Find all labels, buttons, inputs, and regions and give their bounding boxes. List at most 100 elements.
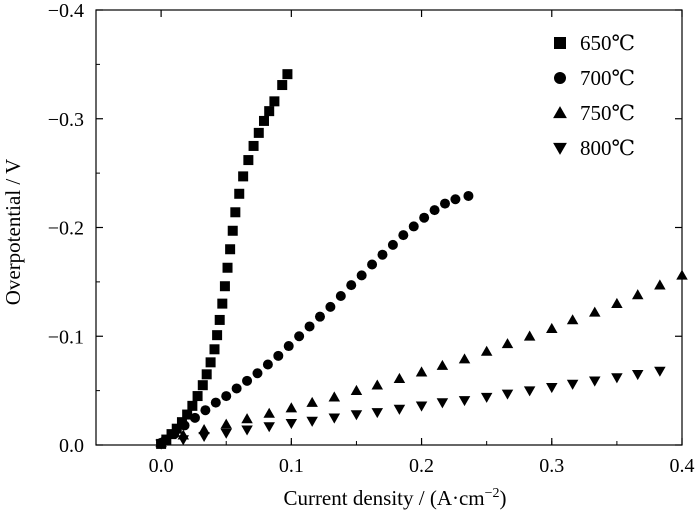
data-point-series-1 <box>187 400 198 411</box>
data-point-series-3 <box>501 338 514 349</box>
x-tick-label: 0.2 <box>409 455 434 477</box>
data-point-series-4 <box>177 435 189 446</box>
data-point-series-2 <box>398 230 409 241</box>
data-point-series-4 <box>611 373 623 384</box>
data-point-series-3 <box>263 407 275 418</box>
data-point-series-3 <box>285 402 298 413</box>
data-point-series-1 <box>171 423 182 434</box>
data-point-series-1 <box>243 155 254 166</box>
data-point-series-1 <box>197 380 208 391</box>
data-point-series-2 <box>262 359 273 370</box>
data-point-series-3 <box>631 289 644 300</box>
data-point-series-2 <box>169 429 180 440</box>
data-point-series-2 <box>294 331 305 342</box>
series-4 <box>155 366 666 450</box>
data-point-series-4 <box>589 376 601 387</box>
data-point-series-2 <box>367 259 378 270</box>
data-point-series-1 <box>264 106 275 117</box>
data-point-series-1 <box>269 96 280 107</box>
data-point-series-2 <box>179 420 190 431</box>
legend-marker <box>553 106 567 119</box>
data-point-series-4 <box>415 401 428 412</box>
data-point-series-1 <box>258 115 269 126</box>
data-point-series-1 <box>227 225 238 236</box>
data-point-series-2 <box>377 249 388 260</box>
data-point-series-1 <box>277 80 288 91</box>
data-point-series-1 <box>219 281 230 292</box>
data-point-series-3 <box>436 359 449 370</box>
legend-label: 750℃ <box>580 101 635 125</box>
data-point-series-1 <box>182 409 193 420</box>
data-point-series-4 <box>155 439 167 450</box>
data-point-series-4 <box>523 386 536 397</box>
data-point-series-1 <box>192 391 203 402</box>
data-point-series-2 <box>210 397 221 408</box>
data-point-series-1 <box>234 188 245 199</box>
data-point-series-4 <box>546 383 558 394</box>
legend-marker <box>553 142 567 155</box>
data-point-series-1 <box>225 244 236 255</box>
data-point-series-4 <box>480 392 493 403</box>
data-point-series-2 <box>283 341 294 352</box>
data-point-series-4 <box>220 428 232 439</box>
data-point-series-3 <box>220 418 232 429</box>
data-point-series-1 <box>222 262 233 273</box>
data-point-series-1 <box>161 434 172 445</box>
data-point-series-3 <box>415 366 428 377</box>
data-point-series-1 <box>201 369 212 380</box>
data-point-series-1 <box>212 330 223 341</box>
data-point-series-2 <box>463 190 474 201</box>
data-point-series-4 <box>263 422 275 433</box>
x-axis-title-superscript: −2 <box>485 486 500 501</box>
data-point-series-3 <box>523 330 536 341</box>
series-3 <box>155 269 688 448</box>
data-point-series-1 <box>282 69 293 80</box>
series-2 <box>156 190 474 448</box>
data-point-series-3 <box>350 384 363 395</box>
data-point-series-3 <box>589 306 601 317</box>
data-series <box>155 69 688 450</box>
legend-marker <box>554 37 566 49</box>
data-point-series-3 <box>480 345 493 356</box>
data-point-series-1 <box>217 298 228 309</box>
legend-item: 700℃ <box>554 66 635 90</box>
data-point-series-2 <box>335 291 346 302</box>
data-point-series-4 <box>328 413 341 424</box>
data-point-series-3 <box>371 379 384 390</box>
data-point-series-4 <box>654 366 666 377</box>
data-point-series-2 <box>200 405 211 416</box>
data-point-series-2 <box>429 205 440 216</box>
y-tick-label: −0.2 <box>48 218 84 240</box>
data-point-series-4 <box>436 398 449 409</box>
data-point-series-2 <box>242 375 253 386</box>
data-point-series-3 <box>458 353 471 364</box>
data-point-series-4 <box>393 404 406 415</box>
data-point-series-1 <box>209 344 220 355</box>
data-point-series-2 <box>189 412 200 423</box>
data-point-series-2 <box>314 311 325 322</box>
data-point-series-4 <box>566 379 579 390</box>
data-point-series-1 <box>214 314 225 325</box>
legend-label: 800℃ <box>580 136 635 160</box>
legend: 650℃ 700℃ 750℃ 800℃ <box>553 31 635 160</box>
data-point-series-1 <box>230 207 241 218</box>
data-point-series-4 <box>371 408 384 419</box>
y-tick-label: −0.1 <box>48 326 84 348</box>
data-point-series-3 <box>393 372 406 383</box>
data-point-series-3 <box>676 269 688 280</box>
data-point-series-3 <box>198 424 210 435</box>
data-point-series-2 <box>325 301 336 312</box>
data-point-series-3 <box>611 297 623 308</box>
data-point-series-3 <box>546 322 558 333</box>
x-tick-label: 0.4 <box>670 455 695 477</box>
y-tick-label: 0.0 <box>59 435 84 457</box>
data-point-series-2 <box>252 368 263 379</box>
data-point-series-4 <box>285 418 298 429</box>
data-point-series-4 <box>306 416 318 427</box>
data-point-series-3 <box>328 391 341 402</box>
legend-item: 650℃ <box>554 31 635 55</box>
data-point-series-4 <box>198 431 210 443</box>
data-point-series-4 <box>241 425 253 436</box>
data-point-series-3 <box>241 413 253 424</box>
